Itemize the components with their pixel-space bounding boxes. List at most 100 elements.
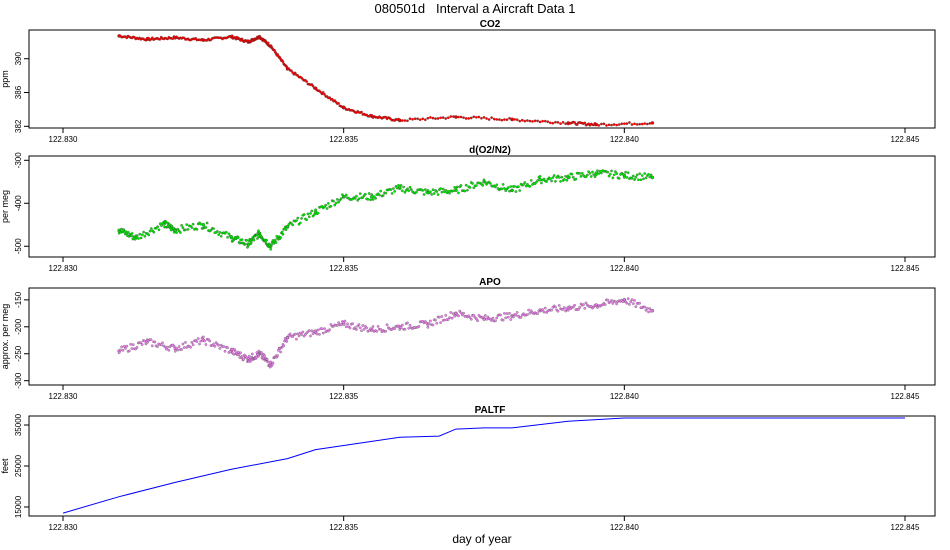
data-point	[436, 117, 440, 120]
data-point	[402, 185, 405, 189]
data-point	[617, 177, 621, 180]
data-point	[232, 352, 236, 356]
data-point	[625, 122, 629, 125]
data-point	[626, 297, 630, 301]
data-point	[475, 115, 478, 119]
data-point	[426, 325, 430, 329]
data-point	[449, 115, 453, 118]
data-point	[563, 178, 566, 181]
data-point	[384, 191, 388, 195]
data-point	[403, 191, 407, 194]
data-point	[518, 119, 522, 123]
data-point	[549, 177, 552, 181]
data-point	[393, 327, 397, 330]
data-point	[358, 192, 362, 196]
data-point	[393, 190, 397, 193]
data-point	[133, 237, 137, 241]
data-point	[583, 121, 587, 125]
data-point	[487, 118, 491, 121]
data-point	[367, 329, 371, 332]
data-point	[314, 86, 317, 90]
data-point	[212, 227, 215, 230]
data-point	[406, 187, 409, 191]
data-point	[453, 314, 456, 318]
data-point	[485, 318, 488, 321]
data-point	[143, 339, 146, 343]
data-point	[328, 328, 331, 332]
data-point	[291, 223, 294, 227]
data-point	[471, 182, 474, 185]
data-point	[314, 208, 317, 212]
data-point	[589, 304, 593, 308]
data-point	[540, 181, 543, 185]
data-point	[293, 332, 297, 336]
data-point	[642, 177, 645, 181]
data-point	[617, 123, 621, 126]
data-point	[500, 187, 504, 191]
data-point	[201, 223, 206, 227]
data-point	[202, 335, 205, 339]
y-tick-label: 390	[14, 52, 23, 66]
data-point	[499, 313, 502, 317]
data-point	[357, 323, 361, 326]
data-point	[594, 173, 598, 177]
data-point	[444, 117, 448, 120]
data-point	[195, 228, 199, 231]
data-point	[411, 118, 414, 121]
data-point	[271, 361, 275, 365]
data-point	[401, 119, 404, 122]
data-point	[310, 209, 314, 213]
data-point	[415, 190, 418, 194]
data-point	[631, 174, 635, 178]
data-point	[495, 183, 499, 187]
data-point	[269, 360, 273, 364]
data-point	[605, 124, 608, 127]
data-point	[515, 118, 519, 122]
data-point	[429, 319, 432, 323]
data-point	[223, 349, 227, 353]
series-line	[62, 417, 905, 514]
data-point	[429, 190, 432, 194]
data-point	[501, 318, 505, 322]
y-axis-label: ppm	[0, 70, 10, 88]
data-point	[369, 198, 372, 202]
data-point	[561, 121, 565, 124]
data-point	[315, 332, 319, 336]
data-point	[603, 303, 607, 306]
data-point	[526, 313, 529, 317]
data-point	[421, 189, 425, 192]
data-point	[551, 176, 555, 179]
y-tick-label: 25000	[14, 454, 23, 477]
data-point	[452, 115, 455, 118]
data-point	[286, 225, 289, 228]
data-point	[285, 340, 289, 343]
y-tick-label: -300	[14, 372, 23, 389]
data-point	[140, 343, 144, 346]
y-axis-label: approx. per meg	[0, 304, 10, 370]
data-point	[472, 313, 476, 317]
plot-frame	[28, 415, 936, 517]
data-point	[444, 314, 448, 317]
data-point	[222, 345, 226, 348]
data-point	[647, 172, 650, 176]
data-point	[224, 230, 228, 234]
data-point	[538, 175, 542, 178]
data-point	[152, 230, 156, 234]
data-point	[376, 325, 380, 328]
data-point	[226, 235, 229, 239]
data-point	[536, 179, 539, 182]
data-point	[637, 178, 640, 182]
data-point	[450, 316, 454, 320]
data-point	[148, 229, 152, 233]
data-point	[467, 117, 471, 120]
data-point	[270, 243, 273, 246]
y-tick-label: -200	[14, 318, 23, 335]
data-point	[620, 122, 624, 126]
data-point	[144, 342, 148, 346]
data-point	[265, 238, 268, 242]
data-point	[571, 305, 575, 309]
data-point	[550, 179, 553, 183]
data-point	[180, 348, 183, 351]
data-point	[157, 228, 161, 232]
